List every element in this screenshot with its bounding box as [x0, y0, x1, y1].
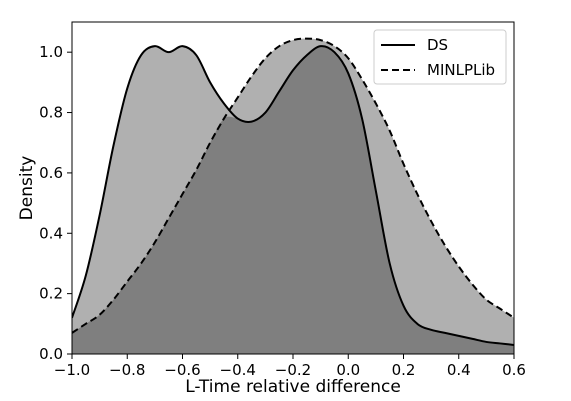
- y-axis: 0.0 0.2 0.4 0.6 0.8 1.0: [39, 43, 72, 363]
- y-tick-label: 0.2: [39, 285, 63, 303]
- x-axis: −1.0 −0.8 −0.6 −0.4 −0.2 0.0 0.2 0.4 0.6: [54, 354, 526, 379]
- y-tick-label: 1.0: [39, 43, 63, 61]
- y-tick-label: 0.6: [39, 164, 63, 182]
- x-tick-label: 0.4: [447, 361, 471, 379]
- x-axis-label: L-Time relative difference: [185, 377, 401, 397]
- x-tick-label: 0.0: [336, 361, 360, 379]
- y-tick-label: 0.0: [39, 345, 63, 363]
- x-tick-label: −0.8: [109, 361, 145, 379]
- x-tick-label: −0.2: [275, 361, 311, 379]
- y-tick-label: 0.4: [39, 224, 63, 242]
- x-tick-label: −0.4: [220, 361, 256, 379]
- y-axis-label: Density: [17, 156, 37, 221]
- legend: DS MINLPLib: [373, 29, 507, 85]
- overlap-density-fill: [72, 46, 514, 354]
- x-tick-label: −1.0: [54, 361, 90, 379]
- legend-ds-label: DS: [427, 36, 448, 54]
- y-tick-label: 0.8: [39, 104, 63, 122]
- x-tick-label: 0.6: [502, 361, 526, 379]
- x-tick-label: 0.2: [392, 361, 416, 379]
- ds-density-line: [72, 45, 514, 346]
- plot-area: [72, 37, 514, 354]
- legend-minlplib-label: MINLPLib: [427, 61, 495, 79]
- x-tick-label: −0.6: [164, 361, 200, 379]
